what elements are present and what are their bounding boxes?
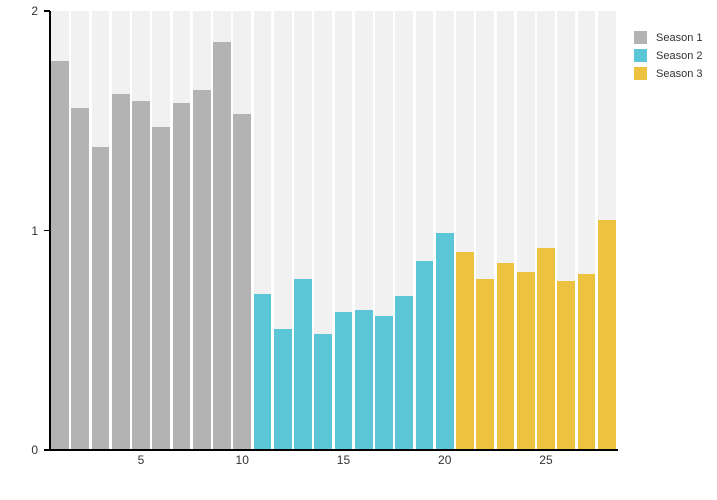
bar[interactable]: [233, 114, 252, 450]
bar[interactable]: [213, 41, 231, 450]
bar[interactable]: [354, 309, 373, 450]
y-axis-tick-label: 0: [31, 443, 38, 457]
legend-label-season-1: Season 1: [656, 31, 703, 44]
legend-item-season-3[interactable]: Season 3: [634, 67, 702, 80]
y-axis-tick-label: 2: [31, 4, 38, 18]
bar[interactable]: [435, 232, 454, 450]
legend-swatch-season-2: [634, 49, 647, 62]
x-axis-tick-label: 10: [235, 453, 249, 467]
bar[interactable]: [476, 278, 495, 450]
legend-label-season-2: Season 2: [656, 49, 703, 62]
bar[interactable]: [496, 263, 515, 450]
y-axis-tick: [44, 229, 50, 232]
legend: Season 1 Season 2 Season 3: [634, 31, 702, 85]
bar[interactable]: [395, 296, 414, 450]
legend-label-season-3: Season 3: [656, 67, 703, 80]
bar[interactable]: [456, 252, 474, 450]
legend-swatch-season-3: [634, 67, 647, 80]
bar[interactable]: [51, 61, 69, 450]
bar[interactable]: [537, 248, 555, 450]
bar[interactable]: [597, 219, 616, 450]
bar[interactable]: [132, 100, 150, 450]
x-axis-tick-label: 25: [539, 453, 553, 467]
bar[interactable]: [253, 294, 272, 450]
legend-swatch-season-1: [634, 31, 647, 44]
bar[interactable]: [152, 127, 171, 450]
bar[interactable]: [557, 280, 576, 450]
bar[interactable]: [71, 107, 90, 450]
x-axis-tick-label: 5: [137, 453, 145, 467]
bar[interactable]: [273, 329, 292, 450]
x-axis-tick-label: 15: [336, 453, 351, 467]
legend-item-season-2[interactable]: Season 2: [634, 49, 702, 62]
bar[interactable]: [91, 147, 110, 450]
bar[interactable]: [516, 272, 535, 450]
x-axis-line: [44, 449, 618, 451]
y-axis-tick: [44, 10, 50, 12]
bar[interactable]: [577, 274, 596, 450]
bar[interactable]: [314, 333, 333, 450]
bar[interactable]: [111, 94, 130, 450]
legend-item-season-1[interactable]: Season 1: [634, 31, 702, 44]
bar[interactable]: [192, 90, 211, 450]
bar[interactable]: [294, 278, 312, 450]
bar[interactable]: [334, 311, 353, 450]
bar[interactable]: [415, 261, 434, 450]
x-axis-tick-label: 20: [438, 453, 452, 467]
y-axis-tick-label: 1: [31, 223, 38, 238]
bar[interactable]: [375, 316, 393, 450]
bar[interactable]: [172, 103, 191, 450]
